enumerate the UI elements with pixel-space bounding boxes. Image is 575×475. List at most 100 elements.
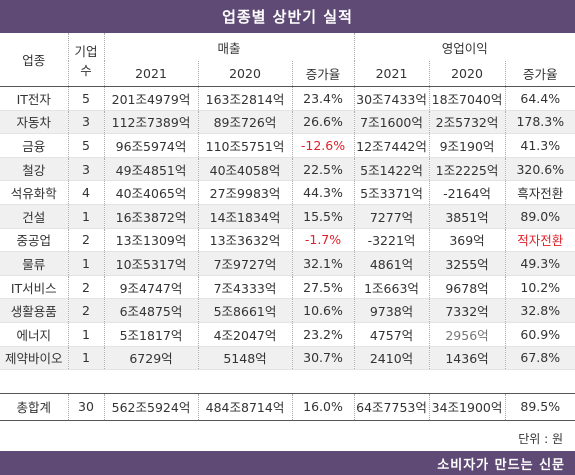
cell-count: 1: [67, 322, 104, 347]
cell-count: 1: [67, 204, 104, 229]
cell-industry: 금융: [0, 133, 68, 158]
cell-sales-growth: 10.6%: [291, 298, 355, 323]
cell-sales-2020: 110조5751억: [197, 133, 292, 158]
cell-op-growth: 흑자전환: [504, 180, 575, 205]
table-row: 석유화학 4 40조4065억 27조9983억 44.3% 5조3371억 -2164억 흑…: [0, 180, 575, 205]
table-row: 생활용품 2 6조4875억 5조8661억 10.6% 9738억 7332억 32.8%: [0, 298, 575, 323]
cell-op-2020: 2조5732억: [428, 110, 506, 135]
table-title: 업종별 상반기 실적: [0, 0, 575, 33]
cell-sales-2021: 13조1309억: [103, 228, 198, 253]
cell-op-2021: 5조1422억: [353, 157, 430, 182]
cell-sales-2021: 6729억: [103, 346, 198, 371]
cell-sales-growth: -12.6%: [291, 133, 355, 158]
cell-sales-growth: 23.2%: [291, 322, 355, 347]
cell-op-growth: 49.3%: [504, 251, 575, 276]
table-row: IT전자 5 201조4979억 163조2814억 23.4% 30조7433억 18조7…: [0, 86, 575, 111]
header-company-count: 기업 수: [67, 33, 104, 87]
cell-op-growth: 60.9%: [504, 322, 575, 347]
cell-count: 2: [67, 228, 104, 253]
cell-op-growth: 320.6%: [504, 157, 575, 182]
cell-sales-2021: 16조3872억: [103, 204, 198, 229]
cell-count: 30: [67, 392, 104, 421]
cell-op-growth: 적자전환: [504, 228, 575, 253]
spacer-cell: [0, 369, 575, 394]
cell-op-2020: -2164억: [428, 180, 506, 205]
cell-count: 1: [67, 346, 104, 371]
cell-op-2021: 12조7442억: [353, 133, 430, 158]
table-row: 에너지 1 5조1817억 4조2047억 23.2% 4757억 2956억 60.9%: [0, 322, 575, 347]
table-row: 자동차 3 112조7389억 89조726억 26.6% 7조1600억 2조5732억 1…: [0, 110, 575, 135]
header-sales-growth: 증가율: [291, 61, 355, 87]
cell-industry: 중공업: [0, 228, 68, 253]
cell-sales-2021: 49조4851억: [103, 157, 198, 182]
cell-industry: 제약바이오: [0, 346, 68, 371]
cell-industry: 물류: [0, 251, 68, 276]
cell-op-2020: 2956억: [428, 322, 506, 347]
table-row: 제약바이오 1 6729억 5148억 30.7% 2410억 1436억 67.8%: [0, 346, 575, 371]
cell-count: 3: [67, 157, 104, 182]
cell-industry: 생활용품: [0, 298, 68, 323]
cell-op-growth: 32.8%: [504, 298, 575, 323]
cell-industry: 석유화학: [0, 180, 68, 205]
cell-op-2020: 1조2225억: [428, 157, 506, 182]
cell-sales-growth: 32.1%: [291, 251, 355, 276]
cell-industry: 자동차: [0, 110, 68, 135]
cell-op-2020: 7332억: [428, 298, 506, 323]
cell-op-2020: 18조7040억: [428, 86, 506, 111]
cell-industry: IT전자: [0, 86, 68, 111]
cell-op-2021: 7277억: [353, 204, 430, 229]
cell-sales-2020: 484조8714억: [197, 392, 292, 421]
cell-sales-2020: 7조9727억: [197, 251, 292, 276]
cell-op-2020: 3851억: [428, 204, 506, 229]
cell-sales-2020: 14조1834억: [197, 204, 292, 229]
cell-sales-2020: 13조3632억: [197, 228, 292, 253]
cell-sales-2021: 96조5974억: [103, 133, 198, 158]
table-row: 금융 5 96조5974억 110조5751억 -12.6% 12조7442억 9조190억…: [0, 133, 575, 158]
cell-op-2021: 30조7433억: [353, 86, 430, 111]
footer-banner: 소비자가 만드는 신문: [0, 451, 575, 475]
cell-op-2021: 5조3371억: [353, 180, 430, 205]
total-row: 총합계 30 562조5924억 484조8714억 16.0% 64조7753억 34조1…: [0, 392, 575, 421]
cell-sales-2020: 5148억: [197, 346, 292, 371]
cell-sales-growth: 26.6%: [291, 110, 355, 135]
cell-op-2021: 4757억: [353, 322, 430, 347]
cell-op-2020: 3255억: [428, 251, 506, 276]
cell-industry: 철강: [0, 157, 68, 182]
cell-op-2020: 1436억: [428, 346, 506, 371]
cell-sales-growth: 22.5%: [291, 157, 355, 182]
cell-sales-growth: 15.5%: [291, 204, 355, 229]
cell-op-2020: 9678억: [428, 275, 506, 300]
performance-table: 업종 기업 수 매출 영업이익 2021 2020 증가율 2021 2020 증…: [0, 33, 575, 421]
cell-sales-2020: 4조2047억: [197, 322, 292, 347]
cell-sales-2021: 201조4979억: [103, 86, 198, 111]
cell-sales-2021: 562조5924억: [103, 392, 198, 421]
cell-op-2021: 64조7753억: [353, 392, 430, 421]
cell-sales-growth: 16.0%: [291, 392, 355, 421]
cell-count: 1: [67, 251, 104, 276]
cell-industry: 총합계: [0, 392, 68, 421]
header-op-2021: 2021: [353, 61, 430, 87]
cell-sales-2020: 7조4333억: [197, 275, 292, 300]
cell-op-growth: 89.0%: [504, 204, 575, 229]
cell-industry: 건설: [0, 204, 68, 229]
cell-op-2021: -3221억: [353, 228, 430, 253]
cell-sales-2021: 9조4747억: [103, 275, 198, 300]
header-op-profit: 영업이익: [353, 33, 575, 61]
cell-sales-2020: 89조726억: [197, 110, 292, 135]
cell-sales-growth: 27.5%: [291, 275, 355, 300]
cell-sales-growth: -1.7%: [291, 228, 355, 253]
cell-sales-growth: 30.7%: [291, 346, 355, 371]
cell-count: 3: [67, 110, 104, 135]
cell-sales-growth: 23.4%: [291, 86, 355, 111]
table-row: 철강 3 49조4851억 40조4058억 22.5% 5조1422억 1조2225억 32…: [0, 157, 575, 182]
cell-sales-2020: 163조2814억: [197, 86, 292, 111]
header-op-growth: 증가율: [504, 61, 575, 87]
cell-sales-2021: 6조4875억: [103, 298, 198, 323]
cell-op-2021: 2410억: [353, 346, 430, 371]
cell-sales-2021: 112조7389억: [103, 110, 198, 135]
cell-sales-2020: 40조4058억: [197, 157, 292, 182]
cell-count: 5: [67, 133, 104, 158]
unit-label: 단위 : 원: [518, 432, 563, 446]
cell-op-growth: 89.5%: [504, 392, 575, 421]
cell-op-2021: 7조1600억: [353, 110, 430, 135]
